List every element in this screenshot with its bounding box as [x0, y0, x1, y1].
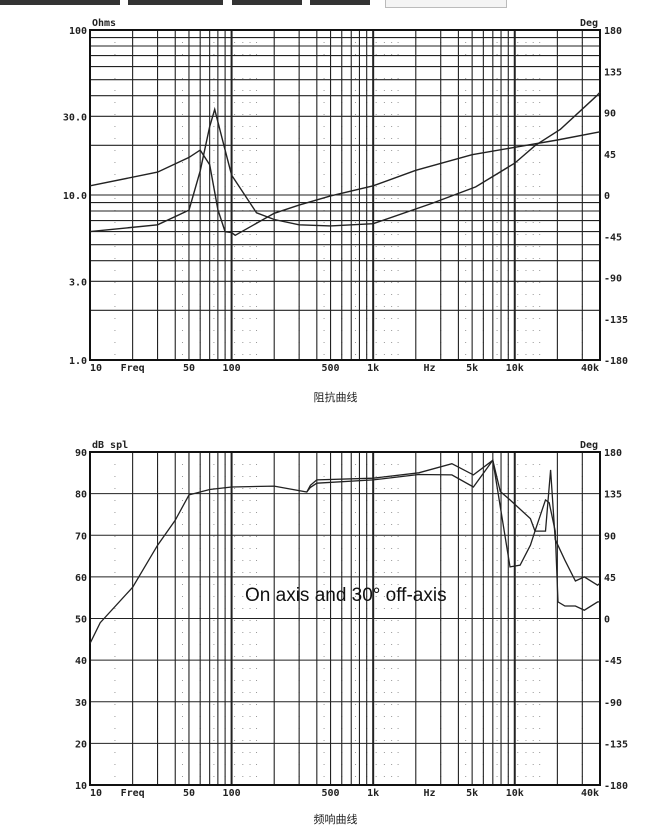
- x-tick-label: 1k: [367, 788, 379, 799]
- left-tick-label: 70: [75, 531, 87, 542]
- x-tick-label: 40k: [581, 363, 599, 374]
- right-tick-label: 180: [604, 26, 622, 37]
- on-axis-response-curve: [89, 459, 601, 644]
- right-tick-label: 180: [604, 448, 622, 459]
- plot-frame: [89, 29, 601, 361]
- right-tick-label: 135: [604, 67, 622, 78]
- cropped-table: [385, 0, 507, 8]
- cropped-text: [310, 0, 370, 5]
- right-tick-label: -135: [604, 315, 628, 326]
- cropped-header-strip: [0, 0, 671, 8]
- left-tick-label: 60: [75, 573, 87, 584]
- right-tick-label: 90: [604, 109, 616, 120]
- phase-curve: [89, 131, 601, 237]
- x-tick-label: 40k: [581, 788, 599, 799]
- right-tick-label: -135: [604, 739, 628, 750]
- x-tick-label: 10: [90, 363, 102, 374]
- left-tick-label: 40: [75, 656, 87, 667]
- right-axis-title: Deg: [580, 440, 598, 451]
- left-tick-label: 10: [75, 781, 87, 792]
- x-tick-label: 100: [223, 788, 241, 799]
- x-tick-label: Hz: [423, 363, 435, 374]
- left-tick-label: 30: [75, 698, 87, 709]
- left-tick-label: 20: [75, 739, 87, 750]
- left-tick-label: 90: [75, 448, 87, 459]
- cropped-text: [0, 0, 120, 5]
- right-tick-label: 0: [604, 191, 610, 202]
- x-tick-label: Freq: [121, 363, 145, 374]
- x-tick-label: 50: [183, 363, 195, 374]
- x-tick-label: 10k: [506, 363, 524, 374]
- x-tick-label: 50: [183, 788, 195, 799]
- cropped-text: [232, 0, 302, 5]
- right-tick-label: -180: [604, 356, 628, 367]
- off-axis-response-curve: [306, 458, 600, 611]
- x-tick-label: 5k: [466, 788, 478, 799]
- impedance-curve: [89, 91, 601, 233]
- frequency-response-annotation: On axis and 30° off-axis: [245, 585, 447, 606]
- x-tick-label: 5k: [466, 363, 478, 374]
- right-tick-label: 90: [604, 531, 616, 542]
- x-tick-label: 1k: [367, 363, 379, 374]
- x-tick-label: Freq: [121, 788, 145, 799]
- left-tick-label: 100: [69, 26, 87, 37]
- left-tick-label: 1.0: [69, 356, 87, 367]
- right-axis-title: Deg: [580, 18, 598, 29]
- left-tick-label: 3.0: [69, 277, 87, 288]
- right-tick-label: 135: [604, 490, 622, 501]
- left-tick-label: 10.0: [63, 191, 87, 202]
- cropped-text: [128, 0, 223, 5]
- right-tick-label: -90: [604, 698, 622, 709]
- right-tick-label: -180: [604, 781, 628, 792]
- left-tick-label: 30.0: [63, 112, 87, 123]
- x-tick-label: 10k: [506, 788, 524, 799]
- left-tick-label: 80: [75, 490, 87, 501]
- right-tick-label: -90: [604, 274, 622, 285]
- right-tick-label: -45: [604, 656, 622, 667]
- plot-frame: [89, 451, 601, 786]
- left-axis-title: Ohms: [92, 18, 116, 29]
- x-tick-label: 100: [223, 363, 241, 374]
- x-tick-label: Hz: [423, 788, 435, 799]
- left-axis-title: dB spl: [92, 440, 128, 451]
- frequency-response-caption: 频响曲线: [313, 813, 358, 826]
- x-tick-label: 500: [322, 788, 340, 799]
- left-tick-label: 50: [75, 615, 87, 626]
- right-tick-label: 45: [604, 150, 616, 161]
- right-tick-label: 45: [604, 573, 616, 584]
- x-tick-label: 500: [322, 363, 340, 374]
- right-tick-label: -45: [604, 232, 622, 243]
- right-tick-label: 0: [604, 615, 610, 626]
- impedance-chart-caption: 阻抗曲线: [313, 391, 358, 404]
- x-tick-label: 10: [90, 788, 102, 799]
